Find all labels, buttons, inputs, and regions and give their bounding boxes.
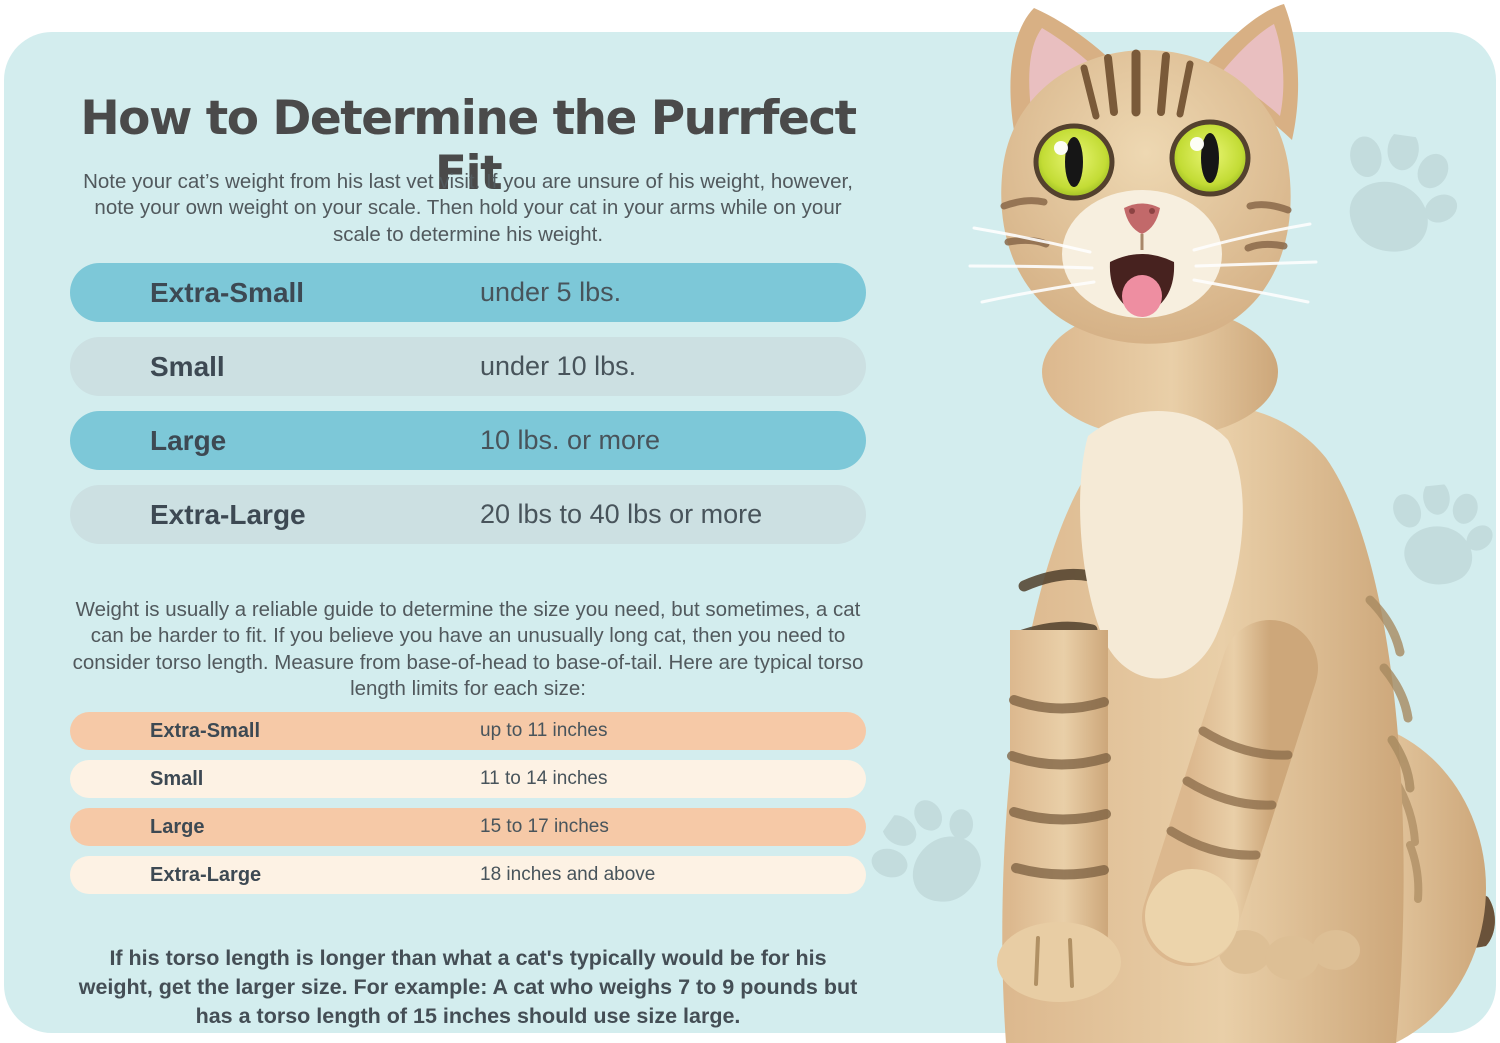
size-label: Small — [150, 350, 225, 382]
size-value: up to 11 inches — [480, 720, 608, 741]
size-label: Extra-Small — [150, 276, 305, 308]
size-label: Large — [150, 815, 205, 838]
size-value: 11 to 14 inches — [480, 768, 608, 789]
table-row: Large 10 lbs. or more — [70, 411, 866, 470]
size-value: 10 lbs. or more — [480, 425, 661, 455]
size-value: under 5 lbs. — [480, 277, 622, 307]
torso-paragraph: Weight is usually a reliable guide to de… — [72, 597, 864, 701]
table-row: Extra-Small up to 11 inches — [70, 712, 866, 750]
intro-paragraph: Note your cat’s weight from his last vet… — [83, 169, 853, 246]
size-label: Extra-Large — [150, 863, 262, 886]
table-row: Small 11 to 14 inches — [70, 760, 866, 798]
table-row: Extra-Small under 5 lbs. — [70, 263, 866, 322]
size-label: Small — [150, 767, 204, 790]
size-value: 20 lbs to 40 lbs or more — [480, 499, 763, 529]
size-label: Large — [150, 424, 227, 456]
footer-note: If his torso length is longer than what … — [78, 945, 858, 1028]
table-row: Large 15 to 17 inches — [70, 808, 866, 846]
cat-photo — [968, 4, 1495, 1043]
weight-size-table: Extra-Small under 5 lbs. Small under 10 … — [70, 263, 866, 544]
size-label: Extra-Large — [150, 498, 306, 530]
table-row: Extra-Large 18 inches and above — [70, 856, 866, 894]
table-row: Small under 10 lbs. — [70, 337, 866, 396]
size-value: 15 to 17 inches — [480, 816, 609, 837]
torso-length-table: Extra-Small up to 11 inches Small 11 to … — [70, 712, 866, 894]
size-value: under 10 lbs. — [480, 351, 637, 381]
table-row: Extra-Large 20 lbs to 40 lbs or more — [70, 485, 866, 544]
size-value: 18 inches and above — [480, 864, 656, 885]
page-title: How to Determine the Purrfect Fit — [80, 91, 857, 202]
size-label: Extra-Small — [150, 719, 261, 742]
